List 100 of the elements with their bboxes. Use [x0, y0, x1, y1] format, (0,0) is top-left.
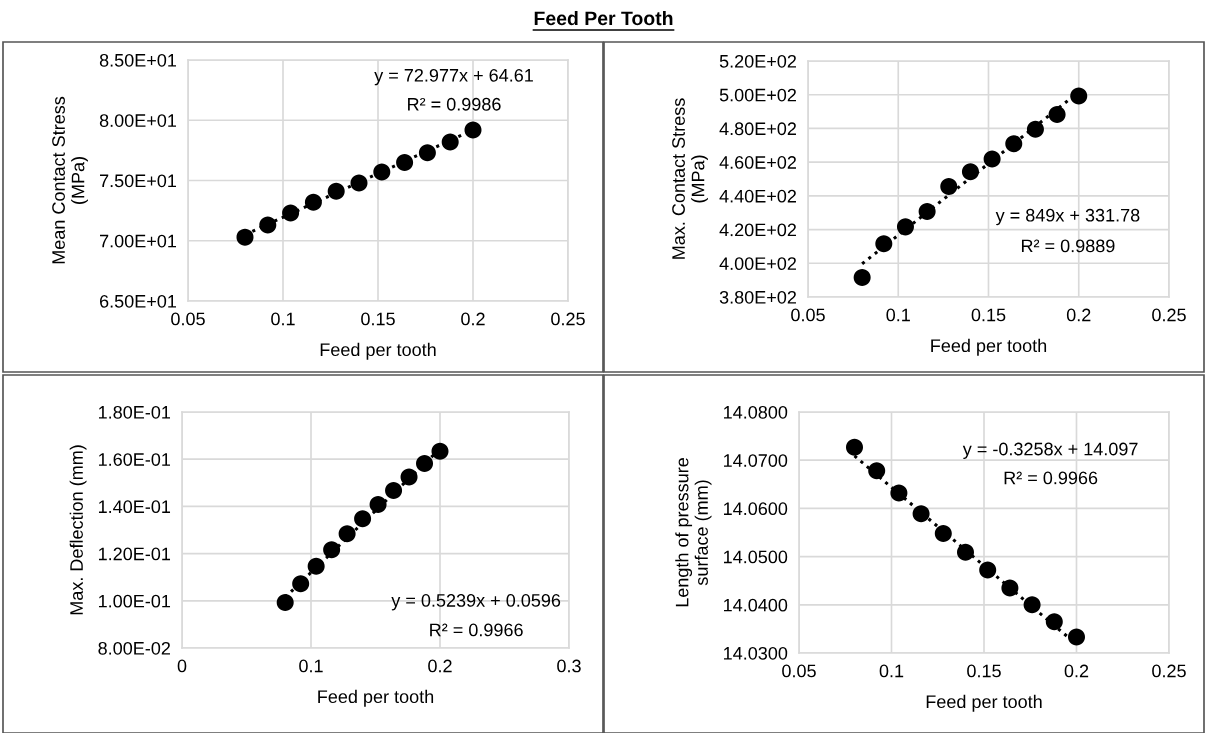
x-tick-label: 0.05 [791, 308, 825, 322]
point [1023, 596, 1041, 614]
point [292, 575, 310, 593]
point [890, 484, 908, 502]
point [259, 216, 277, 234]
point [276, 593, 294, 611]
point [912, 505, 930, 523]
point [354, 510, 372, 528]
annotation: y = 72.977x + 64.61 [374, 68, 533, 86]
y-tick-label: 3.80E+02 [719, 290, 796, 304]
point [1070, 87, 1088, 105]
y-axis-title: Length of pressure surface (mm) [675, 458, 712, 607]
x-tick-label: 0.1 [879, 664, 904, 678]
point [979, 561, 997, 579]
x-tick-label: 0.1 [886, 308, 910, 322]
x-axis-title: Feed per tooth [320, 342, 436, 360]
x-tick-label: 0.25 [551, 312, 585, 326]
point [307, 557, 325, 575]
point [385, 482, 403, 500]
y-tick-label: 4.60E+02 [719, 156, 796, 169]
x-axis-title: Feed per tooth [926, 694, 1042, 712]
y-axis-title: Max. Contact Stress (MPa) [672, 98, 708, 259]
point [853, 268, 871, 286]
point [323, 541, 341, 559]
y-tick-label: 14.0600 [724, 502, 788, 516]
point [1005, 135, 1023, 153]
point [934, 524, 952, 542]
y-axis-title: Mean Contact Stress (MPa) [52, 96, 88, 264]
point [1048, 106, 1066, 124]
point [304, 193, 322, 211]
y-tick-label: 1.00E-01 [98, 594, 171, 608]
y-tick-label: 14.0500 [724, 550, 788, 564]
point [327, 182, 345, 200]
x-tick-label: 0.15 [361, 312, 395, 326]
point [400, 468, 418, 486]
point [416, 454, 434, 472]
annotation: R² = 0.9966 [1004, 471, 1098, 485]
y-tick-label: 6.50E+01 [100, 294, 177, 308]
x-tick-label: 0.05 [782, 664, 816, 678]
x-tick-label: 0.1 [299, 659, 323, 673]
point [940, 178, 958, 196]
point [1026, 120, 1044, 138]
y-tick-label: 5.00E+02 [719, 88, 796, 102]
x-tick-label: 0.1 [271, 312, 295, 326]
point [464, 121, 482, 139]
x-tick-label: 0.2 [1066, 308, 1091, 322]
y-tick-label: 8.00E+01 [99, 114, 177, 127]
x-axis-title: Feed per tooth [318, 689, 434, 707]
point [441, 133, 459, 151]
x-tick-label: 0.15 [967, 664, 1001, 678]
point [1001, 579, 1019, 597]
y-tick-label: 14.0800 [724, 405, 788, 419]
annotation: y = 849x + 331.78 [995, 208, 1140, 226]
y-tick-label: 14.0700 [724, 454, 788, 467]
x-tick-label: 0.2 [461, 312, 485, 326]
y-tick-label: 4.20E+02 [719, 223, 796, 237]
point [956, 543, 975, 561]
annotation: R² = 0.9986 [408, 97, 501, 111]
y-tick-label: 4.40E+02 [719, 189, 796, 203]
y-tick-label: 1.80E-01 [98, 405, 171, 419]
x-axis-title: Feed per tooth [931, 338, 1047, 356]
x-tick-label: 0.25 [1152, 664, 1186, 678]
point [282, 204, 300, 222]
point [236, 228, 254, 246]
annotation: y = 0.5239x + 0.0596 [391, 594, 561, 611]
y-tick-label: 4.80E+02 [719, 122, 796, 136]
point [875, 235, 893, 253]
point [918, 203, 936, 221]
point [396, 153, 414, 171]
annotation: R² = 0.9889 [1021, 239, 1115, 253]
point [338, 525, 356, 543]
annotation: y = -0.3258x + 14.097 [962, 442, 1138, 459]
y-tick-label: 1.60E-01 [98, 453, 171, 466]
y-tick-label: 14.0400 [724, 598, 788, 612]
y-tick-label: 7.50E+01 [100, 174, 177, 188]
point [896, 218, 914, 236]
point [373, 163, 391, 181]
y-tick-label: 1.40E-01 [98, 500, 171, 514]
point [369, 496, 387, 514]
point [1067, 628, 1086, 646]
x-tick-label: 0.2 [1064, 664, 1089, 678]
annotation: R² = 0.9966 [430, 623, 523, 637]
point [961, 163, 979, 181]
y-tick-label: 1.20E-01 [98, 547, 171, 561]
y-axis-title: Max. Deflection (mm) [69, 445, 87, 615]
x-tick-label: 0.25 [1152, 308, 1186, 322]
y-tick-label: 7.00E+01 [100, 234, 177, 248]
point [350, 174, 368, 192]
chart-title: Feed Per Tooth [534, 10, 673, 26]
y-tick-label: 8.00E-02 [98, 641, 170, 655]
y-tick-label: 14.0300 [724, 646, 788, 660]
point [868, 462, 886, 480]
x-tick-label: 0.05 [171, 312, 205, 326]
y-tick-label: 4.00E+02 [719, 257, 796, 271]
x-tick-label: 0.3 [557, 659, 581, 673]
point [983, 150, 1001, 168]
point [1045, 613, 1063, 631]
x-tick-label: 0.2 [428, 659, 452, 673]
y-tick-label: 8.50E+01 [99, 53, 177, 67]
point [418, 144, 436, 162]
